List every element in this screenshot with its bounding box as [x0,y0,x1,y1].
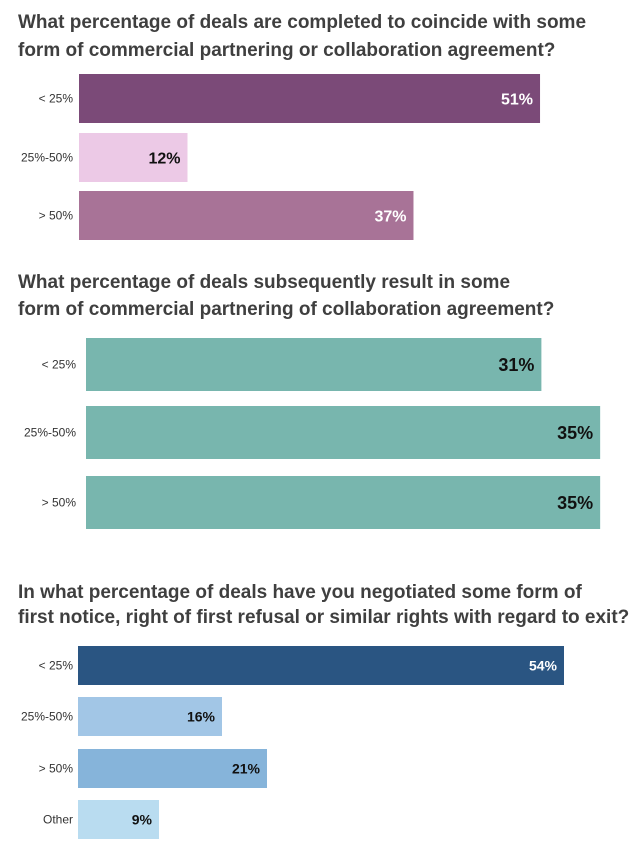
chart-3-category-label: < 25% [39,659,74,673]
chart-3-bar [78,646,564,685]
chart-2-value-label: 35% [557,493,593,513]
chart-3-bar [78,800,159,839]
chart-3-title-line-2: first notice, right of first refusal or … [18,607,629,628]
chart-1-category-label: < 25% [39,92,74,106]
chart-3-bar [78,697,222,736]
chart-1-bar [79,191,414,240]
chart-3-value-label: 54% [529,658,558,674]
chart-3-category-label: Other [43,813,73,827]
chart-1-value-label: 37% [374,208,406,225]
chart-3-bar [78,749,267,788]
chart-1-bar [79,74,541,123]
chart-1-title-line-1: What percentage of deals are completed t… [18,12,586,33]
chart-3-title-line-1: In what percentage of deals have you neg… [18,582,582,603]
chart-3-category-label: 25%-50% [21,710,73,724]
chart-2-bar [86,476,601,529]
chart-2-value-label: 31% [498,355,534,375]
chart-2-category-label: 25%-50% [24,426,76,440]
chart-2-title-line-2: form of commercial partnering of collabo… [18,299,554,320]
chart-1-category-label: > 50% [39,209,74,223]
chart-1-value-label: 12% [148,150,180,167]
chart-2-value-label: 35% [557,423,593,443]
chart-1-title-line-2: form of commercial partnering or collabo… [18,40,555,61]
chart-1-category-label: 25%-50% [21,151,73,165]
chart-1-bar [79,133,188,182]
chart-2-category-label: > 50% [42,496,77,510]
chart-3-value-label: 16% [187,709,216,725]
chart-2-bar [86,338,542,391]
chart-2-title-line-1: What percentage of deals subsequently re… [18,272,510,293]
chart-3-value-label: 21% [232,761,261,777]
chart-3-value-label: 9% [132,812,153,828]
chart-3-category-label: > 50% [39,762,74,776]
chart-2-category-label: < 25% [42,358,77,372]
chart-1-value-label: 51% [501,91,533,108]
chart-2-bar [86,406,601,459]
